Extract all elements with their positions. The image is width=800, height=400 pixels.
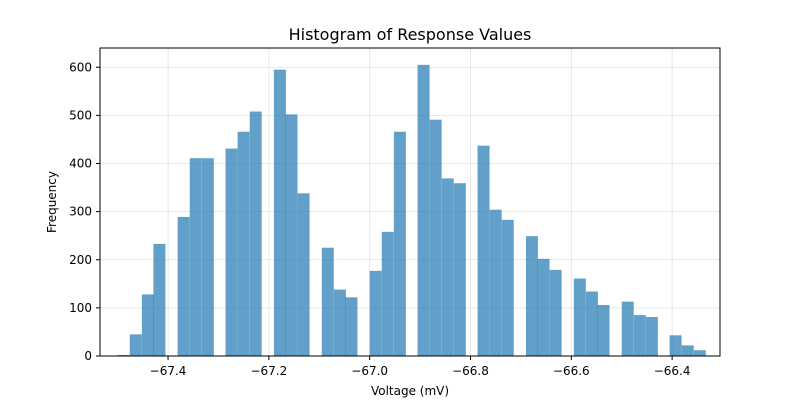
y-tick-label: 500 (69, 108, 92, 122)
histogram-bar (141, 294, 154, 356)
histogram-bar (693, 350, 706, 356)
histogram-bar (129, 334, 142, 356)
y-tick-label: 100 (69, 301, 92, 315)
plot-frame (99, 47, 721, 357)
histogram-bar (585, 291, 598, 356)
histogram-bar (573, 278, 586, 356)
x-tick-label: −67.0 (351, 364, 388, 378)
ticks-layer: −67.4 −67.2 −67.0 −66.8 −66.6 −66.4 0 100 200 300… (69, 60, 690, 378)
histogram-bar (597, 304, 610, 356)
histogram-bar (237, 131, 250, 356)
x-tick-label: −67.2 (250, 364, 287, 378)
histogram-bar (537, 258, 550, 356)
histogram-bar (645, 317, 658, 356)
y-tick-label: 400 (69, 157, 92, 171)
histogram-bar (285, 114, 298, 356)
histogram-bar (321, 247, 334, 356)
histogram-bar (441, 178, 454, 356)
histogram-bar (225, 148, 238, 356)
x-tick-label: −66.8 (452, 364, 489, 378)
histogram-bar (429, 119, 442, 356)
histogram-bar (549, 269, 562, 356)
histogram-bar (201, 158, 214, 356)
bars-layer (117, 64, 706, 357)
histogram-bar (345, 297, 358, 356)
histogram-bar (177, 216, 190, 356)
chart-title: Histogram of Response Values (289, 25, 532, 44)
y-tick-label: 200 (69, 253, 92, 267)
x-axis-label: Voltage (mV) (371, 384, 449, 398)
y-axis-label: Frequency (45, 171, 59, 233)
histogram-bar (297, 193, 310, 356)
histogram-bar (477, 145, 490, 356)
histogram-bar (669, 335, 682, 356)
x-tick-label: −66.6 (553, 364, 590, 378)
histogram-bar (273, 69, 286, 356)
histogram-bar (417, 64, 430, 356)
histogram-bar (501, 219, 514, 356)
histogram-bar (153, 243, 166, 356)
histogram-bar (381, 231, 394, 356)
y-tick-label: 600 (69, 60, 92, 74)
y-tick-label: 300 (69, 205, 92, 219)
histogram-bar (681, 345, 694, 356)
histogram-bar (393, 131, 406, 356)
histogram-bar (189, 158, 202, 356)
histogram-bar (369, 270, 382, 356)
histogram-bar (489, 209, 502, 356)
histogram-bar (453, 183, 466, 356)
x-tick-label: −66.4 (654, 364, 691, 378)
y-tick-label: 0 (84, 349, 92, 363)
histogram-bar (621, 301, 634, 356)
histogram-bar (333, 289, 346, 356)
histogram-bar (249, 111, 262, 357)
histogram-bar (633, 315, 646, 356)
x-tick-label: −67.4 (150, 364, 187, 378)
histogram-bar (525, 236, 538, 356)
